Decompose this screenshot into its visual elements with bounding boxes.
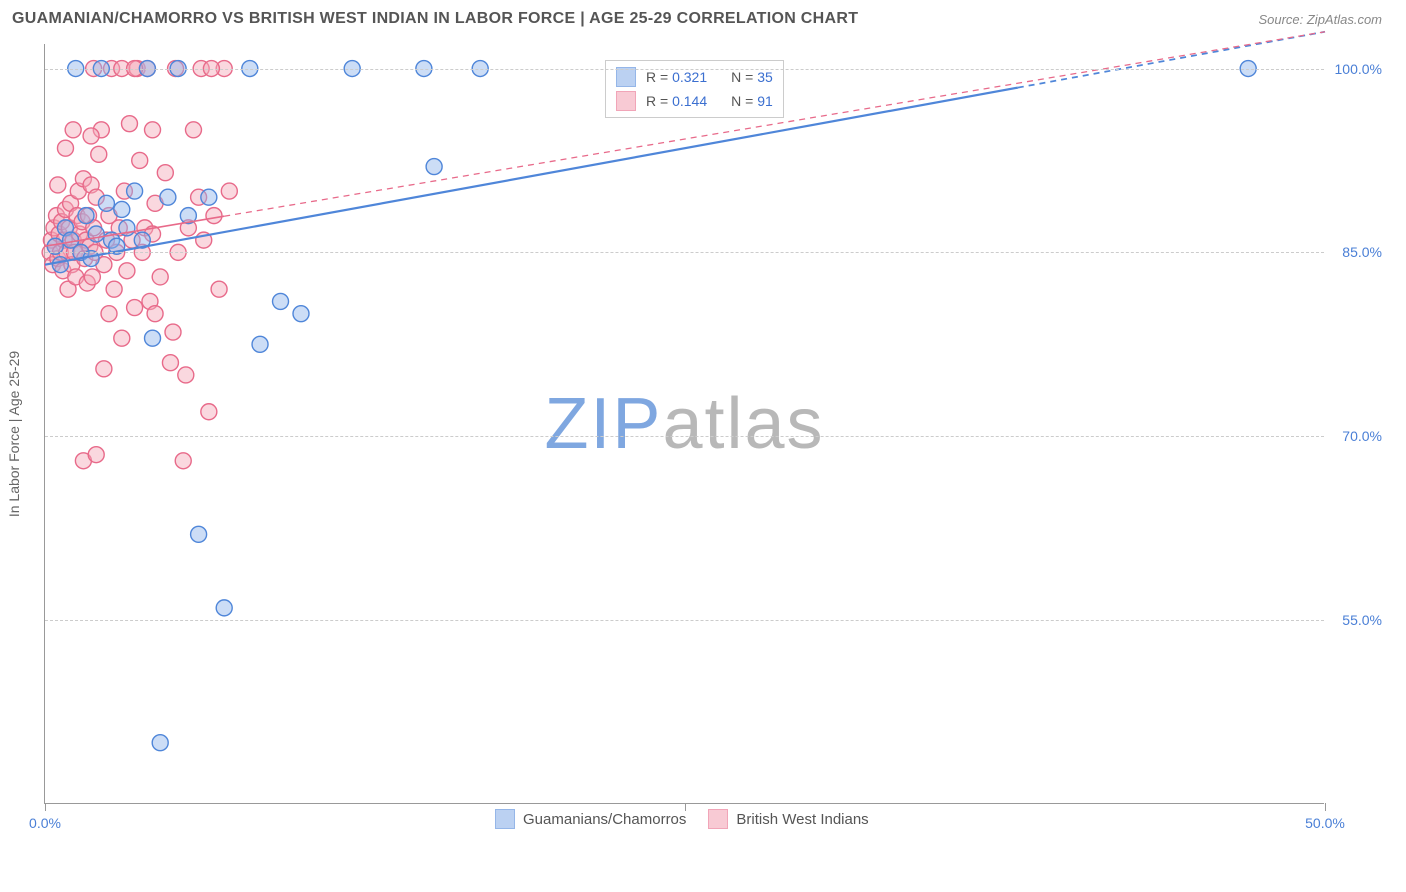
scatter-point: [426, 159, 442, 175]
scatter-point: [121, 116, 137, 132]
legend-item: British West Indians: [708, 809, 868, 829]
scatter-point: [83, 128, 99, 144]
scatter-point: [88, 447, 104, 463]
x-tick-label: 50.0%: [1305, 815, 1345, 831]
legend-item: Guamanians/Chamorros: [495, 809, 686, 829]
scatter-point: [50, 177, 66, 193]
scatter-point: [178, 367, 194, 383]
x-tick-label: 0.0%: [29, 815, 61, 831]
legend-swatch: [708, 809, 728, 829]
scatter-point: [127, 183, 143, 199]
scatter-point: [96, 361, 112, 377]
scatter-point: [88, 226, 104, 242]
legend-label: British West Indians: [736, 811, 868, 828]
scatter-point: [157, 165, 173, 181]
legend-row: R = 0.144 N = 91: [616, 89, 773, 113]
scatter-point: [211, 281, 227, 297]
scatter-point: [165, 324, 181, 340]
y-tick-label: 55.0%: [1330, 612, 1382, 628]
scatter-point: [191, 526, 207, 542]
legend-N: N = 91: [731, 93, 773, 109]
scatter-point: [65, 122, 81, 138]
trend-line: [45, 88, 1018, 265]
scatter-point: [206, 208, 222, 224]
scatter-point: [273, 293, 289, 309]
scatter-point: [185, 122, 201, 138]
scatter-svg: [45, 44, 1325, 804]
scatter-point: [119, 263, 135, 279]
gridline: [45, 252, 1324, 253]
scatter-point: [201, 189, 217, 205]
legend-swatch: [616, 67, 636, 87]
legend-label: Guamanians/Chamorros: [523, 811, 686, 828]
scatter-point: [145, 330, 161, 346]
scatter-point: [132, 152, 148, 168]
legend-N: N = 35: [731, 69, 773, 85]
x-tick: [1325, 803, 1326, 811]
y-tick-label: 70.0%: [1330, 428, 1382, 444]
scatter-point: [98, 195, 114, 211]
legend-R: R = 0.321: [646, 69, 707, 85]
y-tick-label: 85.0%: [1330, 244, 1382, 260]
gridline: [45, 436, 1324, 437]
legend-swatch: [616, 91, 636, 111]
scatter-point: [252, 336, 268, 352]
scatter-point: [147, 306, 163, 322]
scatter-point: [91, 146, 107, 162]
y-axis-title: In Labor Force | Age 25-29: [6, 351, 22, 517]
scatter-point: [57, 140, 73, 156]
plot-wrap: In Labor Force | Age 25-29 ZIPatlas R = …: [44, 44, 1364, 824]
scatter-point: [106, 281, 122, 297]
gridline: [45, 69, 1324, 70]
scatter-point: [78, 208, 94, 224]
scatter-point: [114, 201, 130, 217]
scatter-point: [152, 269, 168, 285]
scatter-point: [201, 404, 217, 420]
scatter-point: [216, 600, 232, 616]
x-tick: [685, 803, 686, 811]
scatter-point: [145, 122, 161, 138]
x-tick: [45, 803, 46, 811]
legend-R: R = 0.144: [646, 93, 707, 109]
legend-series: Guamanians/Chamorros British West Indians: [495, 809, 869, 829]
scatter-point: [160, 189, 176, 205]
scatter-point: [162, 355, 178, 371]
scatter-point: [52, 257, 68, 273]
chart-title: GUAMANIAN/CHAMORRO VS BRITISH WEST INDIA…: [12, 10, 858, 28]
plot-area: ZIPatlas R = 0.321N = 35R = 0.144N = 91 …: [44, 44, 1324, 804]
scatter-point: [84, 269, 100, 285]
scatter-point: [175, 453, 191, 469]
source-label: Source: ZipAtlas.com: [1258, 12, 1382, 27]
scatter-point: [152, 735, 168, 751]
scatter-point: [127, 300, 143, 316]
gridline: [45, 620, 1324, 621]
legend-swatch: [495, 809, 515, 829]
trend-line-extension: [1018, 32, 1325, 88]
scatter-point: [101, 306, 117, 322]
scatter-point: [221, 183, 237, 199]
y-tick-label: 100.0%: [1330, 61, 1382, 77]
scatter-point: [293, 306, 309, 322]
scatter-point: [114, 330, 130, 346]
